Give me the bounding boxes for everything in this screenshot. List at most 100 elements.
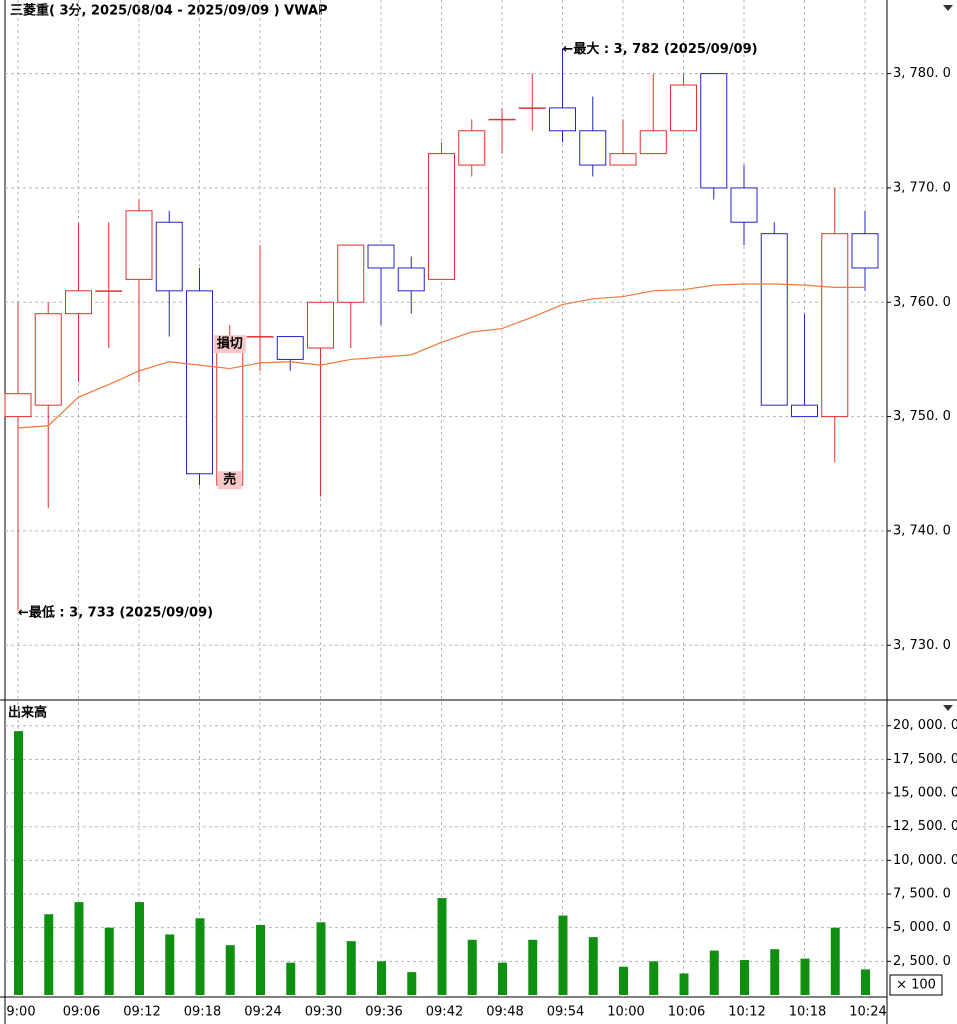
volume-bar xyxy=(861,969,870,995)
menu-arrow[interactable] xyxy=(943,5,953,11)
y-tick-label: 10, 000. 0 xyxy=(893,853,957,868)
volume-bar xyxy=(74,902,84,995)
y-tick-label: 3, 730. 0 xyxy=(893,638,951,653)
x-tick-label: 10:12 xyxy=(728,1005,765,1020)
volume-bar xyxy=(346,941,356,995)
volume-bar xyxy=(558,915,568,995)
candle-body xyxy=(337,244,365,303)
x-tick-label: 09:18 xyxy=(184,1005,221,1020)
x-tick-label: 09:42 xyxy=(426,1005,463,1020)
marker-bg xyxy=(217,471,242,490)
volume-bar xyxy=(467,939,477,995)
volume-bar xyxy=(135,902,144,995)
volume-bar xyxy=(104,927,114,995)
candle-body xyxy=(34,313,62,406)
candle-body xyxy=(458,130,486,166)
volume-bar xyxy=(407,972,417,995)
x-tick-label: 09:48 xyxy=(486,1005,523,1020)
min-annotation: ←最低 : 3, 733 (2025/09/09) xyxy=(18,604,213,620)
y-tick-label: 5, 000. 0 xyxy=(893,920,951,935)
y-tick-label: 20, 000. 0 xyxy=(893,718,957,733)
x-tick-label: 09:30 xyxy=(305,1005,342,1020)
volume-bar xyxy=(14,731,23,995)
volume-bar xyxy=(437,898,447,995)
candle-body xyxy=(216,336,244,486)
volume-bar xyxy=(498,962,507,995)
candle-body xyxy=(276,336,304,360)
candle-body xyxy=(65,290,92,315)
volume-bar xyxy=(286,962,296,995)
x-tick-label: 09:24 xyxy=(244,1005,281,1020)
volume-bar xyxy=(165,934,175,995)
candle-body xyxy=(246,336,274,338)
y-tick-label: 7, 500. 0 xyxy=(893,887,951,902)
y-tick-label: 3, 760. 0 xyxy=(893,295,951,310)
volume-bar xyxy=(377,961,386,995)
candle-body xyxy=(700,73,728,189)
chart-title: 三菱重( 3分, 2025/08/04 - 2025/09/09 ) VWAP xyxy=(10,3,328,19)
volume-bar xyxy=(316,922,326,995)
y-tick-label: 3, 750. 0 xyxy=(893,409,951,424)
volume-bar xyxy=(256,924,265,995)
candle-body xyxy=(821,233,849,418)
candle-body xyxy=(125,210,153,280)
volume-bar xyxy=(528,939,538,995)
x-tick-label: 9:00 xyxy=(6,1005,35,1020)
candle-body xyxy=(760,233,788,406)
candle-body xyxy=(791,404,818,418)
candle-body xyxy=(428,153,455,280)
candle-body xyxy=(851,233,879,269)
unit-box xyxy=(889,974,943,996)
unit-label: × 100 xyxy=(896,978,936,993)
candle-body xyxy=(186,290,213,475)
y-tick-label: 3, 770. 0 xyxy=(893,180,951,195)
volume-bar xyxy=(44,914,54,995)
y-tick-label: 3, 740. 0 xyxy=(893,523,951,538)
candle-body xyxy=(397,267,425,292)
volume-bar xyxy=(830,927,840,995)
candle-body xyxy=(549,107,576,132)
volume-bar xyxy=(679,973,689,995)
candle-body xyxy=(155,221,183,292)
y-tick-label: 2, 500. 0 xyxy=(893,954,951,969)
y-tick-label: 15, 000. 0 xyxy=(893,786,957,801)
volume-bar xyxy=(225,945,235,995)
candle-body xyxy=(488,118,516,121)
candle-body xyxy=(307,301,334,349)
x-tick-label: 10:24 xyxy=(849,1005,886,1020)
y-tick-label: 12, 500. 0 xyxy=(893,819,957,834)
vwap-line xyxy=(17,283,865,429)
candle-body xyxy=(730,187,758,223)
volume-bar xyxy=(740,959,749,995)
candle-body xyxy=(579,130,607,166)
candle-body xyxy=(95,290,123,292)
candle-body xyxy=(670,84,697,132)
volume-bar xyxy=(619,966,628,995)
marker-bg xyxy=(213,335,246,354)
y-tick-label: 17, 500. 0 xyxy=(893,752,957,767)
x-tick-label: 10:00 xyxy=(607,1005,644,1020)
volume-bar xyxy=(800,958,810,995)
volume-bar xyxy=(588,937,598,995)
signal-marker: 売 xyxy=(223,472,236,488)
volume-bar xyxy=(770,949,780,995)
volume-bar xyxy=(649,961,659,995)
signal-marker: 損切 xyxy=(217,336,243,352)
candle-body xyxy=(367,244,395,269)
candle-body xyxy=(609,153,637,166)
x-tick-label: 09:36 xyxy=(365,1005,402,1020)
x-tick-label: 09:12 xyxy=(123,1005,160,1020)
menu-arrow[interactable] xyxy=(943,705,953,711)
volume-bar xyxy=(709,950,719,995)
x-tick-label: 10:06 xyxy=(668,1005,705,1020)
candle-body xyxy=(518,107,546,109)
max-annotation: ←最大 : 3, 782 (2025/09/09) xyxy=(563,41,758,57)
y-tick-label: 3, 780. 0 xyxy=(893,66,951,81)
x-tick-label: 09:54 xyxy=(547,1005,584,1020)
candle-body xyxy=(639,130,667,155)
candle-body xyxy=(4,393,32,418)
volume-bar xyxy=(195,918,205,995)
x-tick-label: 09:06 xyxy=(63,1005,100,1020)
